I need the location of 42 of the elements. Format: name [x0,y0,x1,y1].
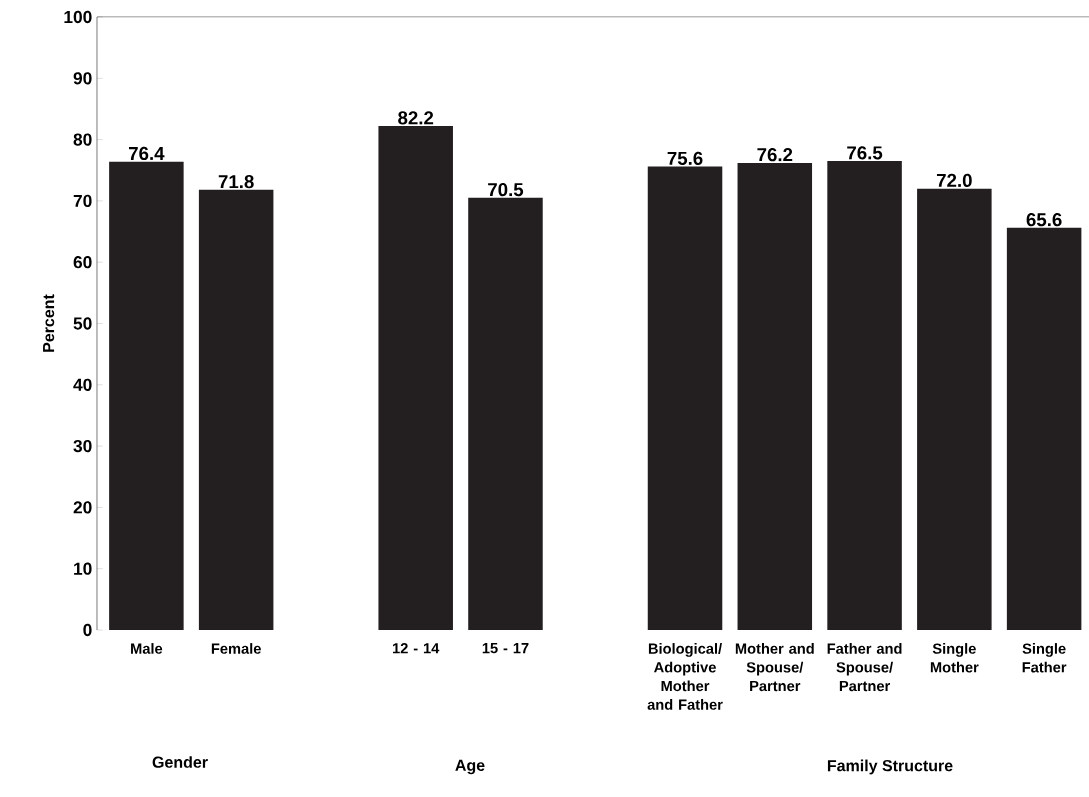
data-label: 76.4 [129,146,165,161]
y-tick-label: 60 [73,256,92,269]
x-tick-label: 12 - 14 [392,643,440,654]
y-tick-label: 30 [73,439,92,453]
y-axis-title: Percent [43,294,55,352]
data-label: 76.2 [757,148,793,162]
y-tick-label: 100 [64,10,92,24]
y-tick-label: 70 [73,194,92,208]
x-tick-label: Mother and Spouse/ Partner [735,643,814,692]
data-label: 72.0 [936,173,972,188]
bar [1006,227,1082,630]
data-label: 75.6 [667,151,703,165]
y-tick-label: 80 [73,133,92,146]
data-label: 76.5 [847,146,883,160]
x-tick-label: Single Father [1022,643,1067,673]
bar [917,188,992,630]
x-tick-label: Female [211,643,261,654]
text: Age [455,759,485,775]
bar [827,161,902,630]
bar [647,166,723,630]
text: Gender [152,756,208,768]
y-tick-label: 50 [73,317,92,330]
y-tick-label: 10 [74,562,92,575]
x-tick-label: Biological/ Adoptive Mother and Father [647,643,723,710]
bar [109,161,184,630]
bar [468,197,543,630]
data-label: 65.6 [1026,213,1062,227]
x-tick-label: 15 - 17 [482,643,529,654]
x-tick-label: Male [131,643,163,654]
data-label: 70.5 [488,183,524,197]
text: Family Structure [827,759,953,775]
x-tick-label: Father and Spouse/ Partner [827,643,902,692]
y-tick-label: 40 [73,378,92,391]
bar [198,189,274,630]
y-tick-label: 20 [73,501,92,514]
y-tick-label: 90 [73,72,92,85]
bar [737,162,813,630]
data-label: 71.8 [218,175,254,189]
bar [378,126,453,630]
y-tick-label: 0 [83,623,92,637]
x-tick-label: Single Mother [930,643,979,673]
data-label: 82.2 [398,111,434,125]
